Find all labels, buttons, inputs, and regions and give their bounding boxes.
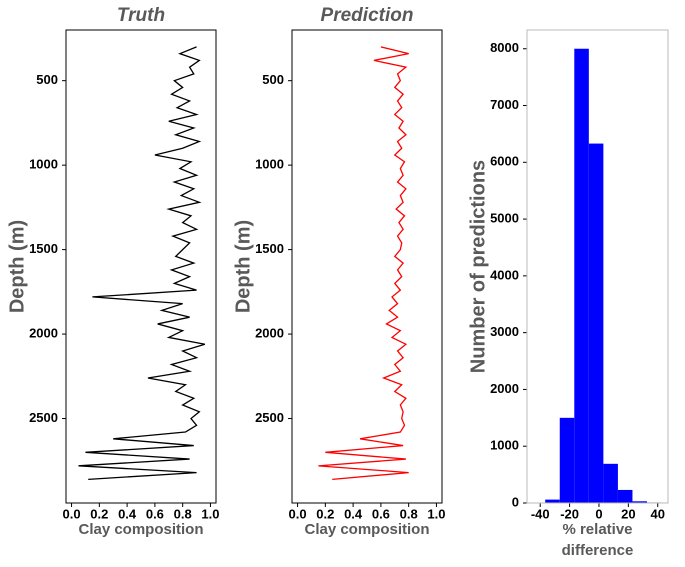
y-tick-label: 1000 xyxy=(255,157,284,172)
x-axis-label: % relative xyxy=(562,521,632,538)
y-tick-label: 1500 xyxy=(29,241,58,256)
y-tick-label: 2000 xyxy=(255,326,284,341)
chart-title: Truth xyxy=(117,5,165,26)
y-tick-label: 2000 xyxy=(29,326,58,341)
y-tick-label: 500 xyxy=(36,72,58,87)
hist-bar xyxy=(559,417,575,503)
x-tick-label: 1.0 xyxy=(201,506,219,521)
x-tick-label: 0.4 xyxy=(344,506,363,521)
hist-bar xyxy=(617,489,633,503)
x-tick-label: 40 xyxy=(650,506,664,521)
y-tick-label: 0 xyxy=(512,494,519,509)
axes-frame xyxy=(291,29,443,504)
y-axis-label: Number of predictions xyxy=(467,160,489,373)
y-tick-label: 1000 xyxy=(490,438,519,453)
x-axis-label: difference xyxy=(562,542,634,559)
x-tick-label: 0.0 xyxy=(289,506,307,521)
hist-bar xyxy=(588,143,604,503)
x-tick-label: -20 xyxy=(560,506,579,521)
log-line xyxy=(78,46,206,480)
x-axis-label: Clay composition xyxy=(78,521,203,538)
y-tick-label: 3000 xyxy=(490,324,519,339)
x-tick-label: -40 xyxy=(531,506,550,521)
x-tick-label: 20 xyxy=(621,506,635,521)
y-tick-label: 1500 xyxy=(255,241,284,256)
y-tick-label: 5000 xyxy=(490,211,519,226)
y-tick-label: 2500 xyxy=(29,410,58,425)
x-tick-label: 0.2 xyxy=(316,506,334,521)
y-tick-label: 4000 xyxy=(490,267,519,282)
axes-frame xyxy=(526,29,669,504)
chart-title: Prediction xyxy=(321,5,414,26)
x-tick-label: 0.0 xyxy=(63,506,81,521)
y-axis-label: Depth (m) xyxy=(6,220,28,313)
hist-bar xyxy=(574,48,589,504)
x-tick-label: 0.8 xyxy=(400,506,418,521)
y-tick-label: 6000 xyxy=(490,154,519,169)
y-axis-label: Depth (m) xyxy=(232,220,254,313)
y-tick-label: 8000 xyxy=(490,40,519,55)
y-tick-label: 2500 xyxy=(255,410,284,425)
x-tick-label: 1.0 xyxy=(427,506,445,521)
x-tick-label: 0 xyxy=(595,506,602,521)
y-tick-label: 2000 xyxy=(490,381,519,396)
x-tick-label: 0.6 xyxy=(372,506,390,521)
x-tick-label: 0.6 xyxy=(146,506,164,521)
hist-bar xyxy=(632,501,647,503)
y-tick-label: 1000 xyxy=(29,157,58,172)
y-tick-label: 7000 xyxy=(490,97,519,112)
y-tick-label: 500 xyxy=(262,72,284,87)
axes-frame xyxy=(65,29,217,504)
x-tick-label: 0.4 xyxy=(118,506,137,521)
hist-bar xyxy=(545,499,560,503)
log-line xyxy=(318,46,409,480)
x-tick-label: 0.2 xyxy=(90,506,108,521)
x-axis-label: Clay composition xyxy=(304,521,429,538)
hist-bar xyxy=(603,463,618,503)
x-tick-label: 0.8 xyxy=(174,506,192,521)
